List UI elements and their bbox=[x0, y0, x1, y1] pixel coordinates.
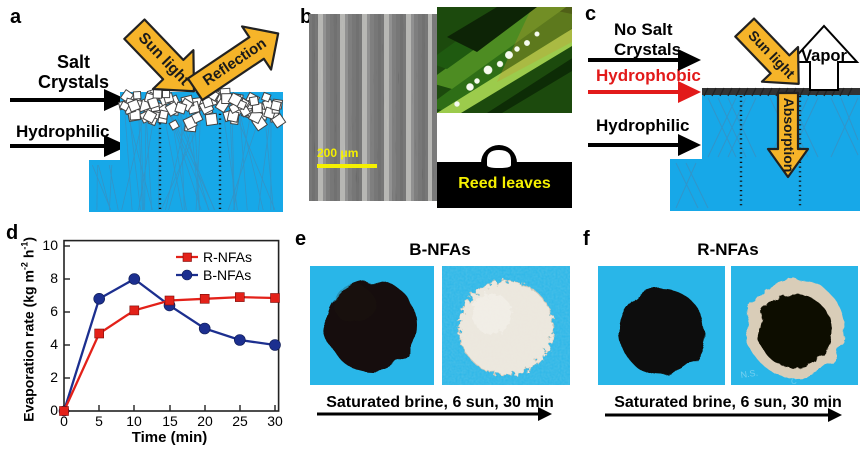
svg-text:25: 25 bbox=[232, 413, 248, 429]
svg-text:10: 10 bbox=[42, 237, 58, 253]
svg-text:R-NFAs: R-NFAs bbox=[203, 249, 252, 265]
svg-text:Absorption: Absorption bbox=[781, 98, 797, 173]
svg-text:2: 2 bbox=[50, 369, 58, 385]
svg-text:15: 15 bbox=[162, 413, 178, 429]
svg-text:4: 4 bbox=[50, 336, 58, 352]
svg-text:10: 10 bbox=[126, 413, 142, 429]
svg-text:B-NFAs: B-NFAs bbox=[203, 267, 251, 283]
svg-text:30: 30 bbox=[267, 413, 283, 429]
svg-text:20: 20 bbox=[197, 413, 213, 429]
svg-text:5: 5 bbox=[95, 413, 103, 429]
svg-text:0: 0 bbox=[50, 402, 58, 418]
svg-text:8: 8 bbox=[50, 270, 58, 286]
svg-text:6: 6 bbox=[50, 303, 58, 319]
